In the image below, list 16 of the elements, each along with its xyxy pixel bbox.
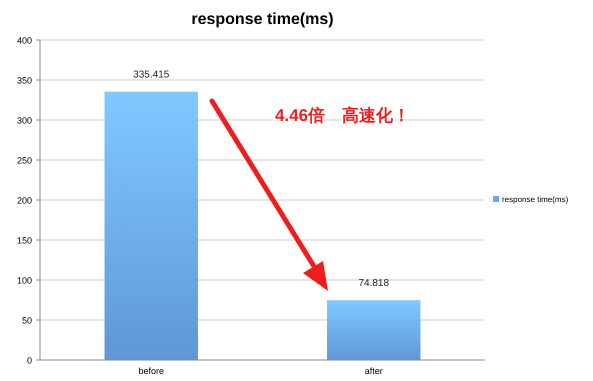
annotation: 4.46倍 高速化！	[275, 106, 410, 125]
x-tick-label: after	[364, 366, 383, 376]
y-tick-label: 50	[22, 316, 32, 326]
y-tick-label: 300	[16, 116, 32, 126]
data-label: 335.415	[133, 70, 170, 81]
chart-title: response time(ms)	[191, 11, 334, 28]
y-tick-label: 0	[26, 356, 32, 366]
y-tick-label: 400	[16, 36, 32, 46]
y-tick-label: 250	[16, 156, 32, 166]
y-tick-label: 200	[16, 196, 32, 206]
y-tick-label: 150	[16, 236, 32, 246]
data-label: 74.818	[358, 278, 390, 290]
y-tick-label: 350	[16, 76, 32, 86]
legend-label: response time(ms)	[502, 195, 569, 204]
x-tick-label: before	[138, 366, 164, 376]
y-tick-label: 100	[16, 276, 32, 286]
